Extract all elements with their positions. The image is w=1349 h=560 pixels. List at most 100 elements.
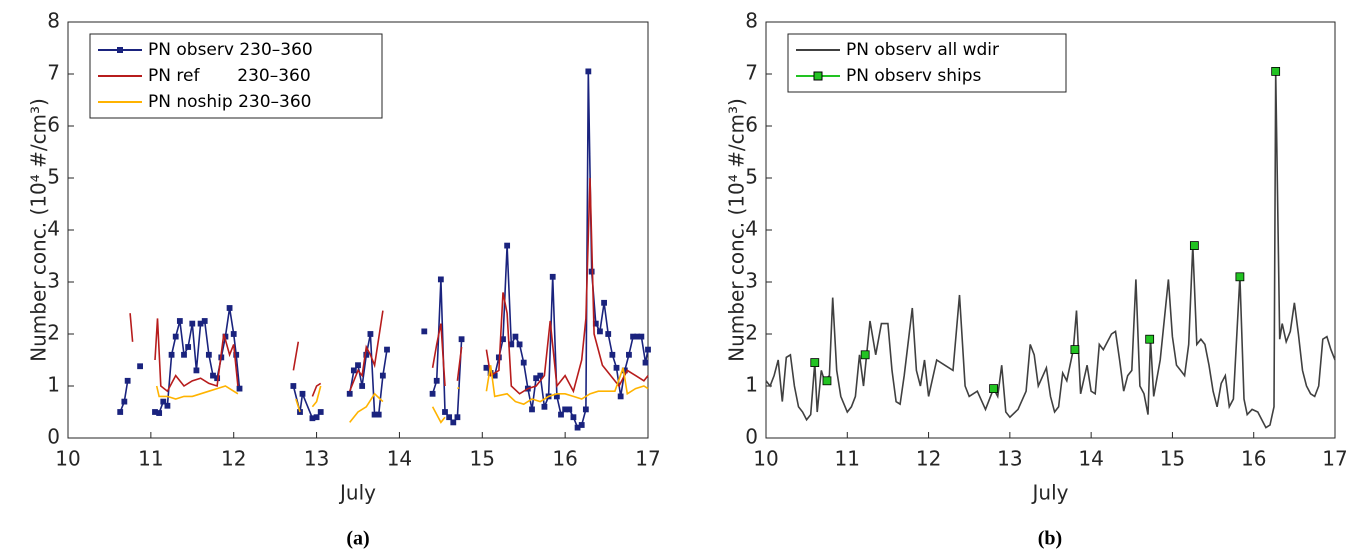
y-tick-label: 6 (47, 113, 60, 137)
marker (299, 390, 306, 397)
legend-box (787, 33, 1067, 93)
marker (124, 377, 131, 384)
marker (566, 406, 573, 413)
x-tick-label: 17 (635, 447, 660, 471)
marker (549, 273, 556, 280)
legend-label: PN observ all wdir (846, 40, 999, 60)
marker (429, 390, 436, 397)
marker (421, 328, 428, 335)
y-tick-label: 2 (745, 321, 758, 345)
marker (458, 336, 465, 343)
marker (233, 351, 240, 358)
marker (433, 377, 440, 384)
marker (512, 333, 519, 340)
legend-marker (117, 47, 123, 53)
x-tick-label: 15 (470, 447, 495, 471)
marker (626, 351, 632, 358)
marker (181, 351, 187, 358)
marker (226, 305, 233, 311)
y-tick-label: 8 (47, 9, 60, 33)
y-axis-label: Number conc. (10⁴ #/cm³) (725, 98, 749, 362)
y-tick-label: 6 (745, 113, 758, 137)
x-tick-label: 13 (997, 447, 1022, 471)
marker (989, 384, 998, 394)
caption: (a) (346, 528, 369, 550)
marker (597, 328, 603, 335)
marker (230, 331, 237, 337)
x-tick-label: 15 (1160, 447, 1185, 471)
x-tick-label: 14 (1078, 447, 1103, 471)
legend-label: PN observ ships (846, 66, 981, 86)
legend: PN observ 230–360 PN ref 230–360 PN noship… (89, 33, 383, 119)
marker (585, 68, 592, 75)
y-tick-label: 3 (47, 269, 60, 293)
marker (367, 331, 374, 337)
y-tick-label: 0 (47, 425, 60, 449)
marker (537, 372, 544, 379)
marker (189, 320, 196, 327)
x-tick-label: 13 (304, 447, 329, 471)
x-tick-label: 17 (1322, 447, 1347, 471)
marker (638, 333, 645, 340)
legend-label: PN noship 230–360 (148, 92, 312, 112)
y-tick-label: 4 (745, 217, 758, 241)
y-tick-label: 4 (47, 217, 60, 241)
marker (137, 363, 143, 370)
marker (176, 318, 183, 324)
marker (642, 359, 649, 366)
marker (578, 422, 585, 428)
y-tick-label: 1 (47, 373, 60, 397)
marker (1189, 241, 1199, 251)
marker (201, 318, 208, 324)
series-line (765, 71, 1336, 429)
x-tick-label: 11 (138, 447, 163, 471)
marker (117, 409, 124, 415)
marker (375, 411, 382, 418)
marker (290, 383, 297, 389)
marker (168, 351, 175, 358)
marker (1070, 345, 1080, 355)
marker (516, 341, 523, 348)
marker (860, 350, 870, 360)
x-axis-label: July (1031, 481, 1069, 505)
marker (1145, 334, 1155, 344)
marker (205, 351, 212, 358)
marker (350, 367, 357, 374)
marker (822, 376, 832, 386)
marker (454, 414, 461, 421)
y-tick-label: 5 (47, 165, 60, 189)
marker (613, 364, 620, 371)
x-tick-label: 11 (835, 447, 860, 471)
marker (582, 406, 589, 413)
marker (1235, 272, 1245, 282)
y-axis-label: Number conc. (10⁴ #/cm³) (27, 98, 51, 362)
y-tick-label: 0 (745, 425, 758, 449)
marker (541, 403, 548, 410)
marker (605, 331, 612, 337)
marker (520, 359, 527, 366)
marker (317, 409, 324, 415)
y-tick-label: 5 (745, 165, 758, 189)
x-tick-label: 14 (387, 447, 412, 471)
legend-label: PN observ 230–360 (148, 40, 313, 60)
x-tick-label: 16 (1241, 447, 1266, 471)
marker (609, 351, 616, 358)
marker (160, 398, 167, 405)
marker (446, 414, 453, 421)
y-tick-label: 2 (47, 321, 60, 345)
marker (379, 372, 386, 379)
marker (236, 385, 243, 392)
legend-label: PN ref 230–360 (148, 66, 311, 86)
y-tick-label: 8 (745, 9, 758, 33)
y-tick-label: 7 (745, 61, 758, 85)
x-tick-label: 10 (753, 447, 778, 471)
marker (384, 346, 390, 353)
marker (504, 242, 511, 249)
marker (172, 333, 179, 340)
marker (121, 398, 128, 405)
marker (450, 419, 457, 426)
marker (313, 414, 320, 421)
